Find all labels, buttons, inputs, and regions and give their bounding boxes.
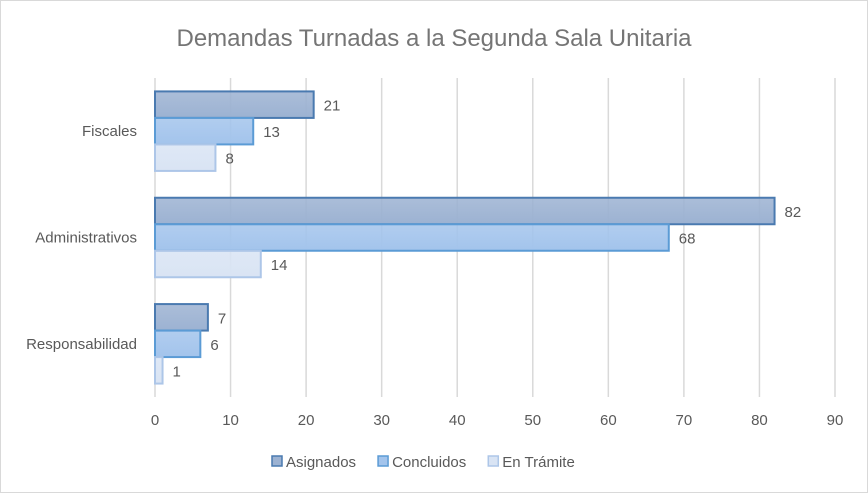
legend-label: Asignados <box>286 454 356 471</box>
x-tick-label: 90 <box>827 412 844 429</box>
category-label: Fiscales <box>82 123 137 140</box>
x-tick-label: 70 <box>676 412 693 429</box>
data-label: 8 <box>225 151 233 168</box>
legend-label: En Trámite <box>502 454 575 471</box>
data-label: 7 <box>218 310 226 327</box>
x-tick-label: 20 <box>298 412 315 429</box>
bar-en-trámite <box>154 249 262 279</box>
bar-en-trámite <box>154 143 217 172</box>
data-label: 13 <box>263 124 280 141</box>
x-tick-label: 40 <box>449 412 466 429</box>
legend-swatch <box>377 455 389 467</box>
legend-swatch <box>271 455 283 467</box>
data-label: 1 <box>173 363 181 380</box>
legend-swatch <box>487 455 500 467</box>
chart-title: Demandas Turnadas a la Segunda Sala Unit… <box>177 25 693 52</box>
category-label: Administrativos <box>35 230 137 247</box>
bar-asignados <box>154 196 776 226</box>
bar-en-trámite <box>154 356 164 385</box>
x-tick-label: 60 <box>600 412 617 429</box>
bar-asignados <box>154 303 209 332</box>
bar-concluidos <box>154 116 255 146</box>
x-tick-label: 10 <box>222 412 239 429</box>
data-label: 82 <box>785 204 802 221</box>
data-label: 21 <box>324 98 341 115</box>
x-tick-label: 30 <box>373 412 390 429</box>
bar-concluidos <box>154 223 670 252</box>
bar-asignados <box>154 90 315 119</box>
legend-label: Concluidos <box>392 454 466 471</box>
data-label: 68 <box>679 231 696 248</box>
x-tick-label: 0 <box>151 412 159 429</box>
x-tick-label: 50 <box>524 412 541 429</box>
data-label: 6 <box>210 337 218 354</box>
category-label: Responsabilidad <box>26 336 137 353</box>
data-label: 14 <box>271 257 288 274</box>
x-tick-label: 80 <box>751 412 768 429</box>
bar-concluidos <box>154 329 202 359</box>
